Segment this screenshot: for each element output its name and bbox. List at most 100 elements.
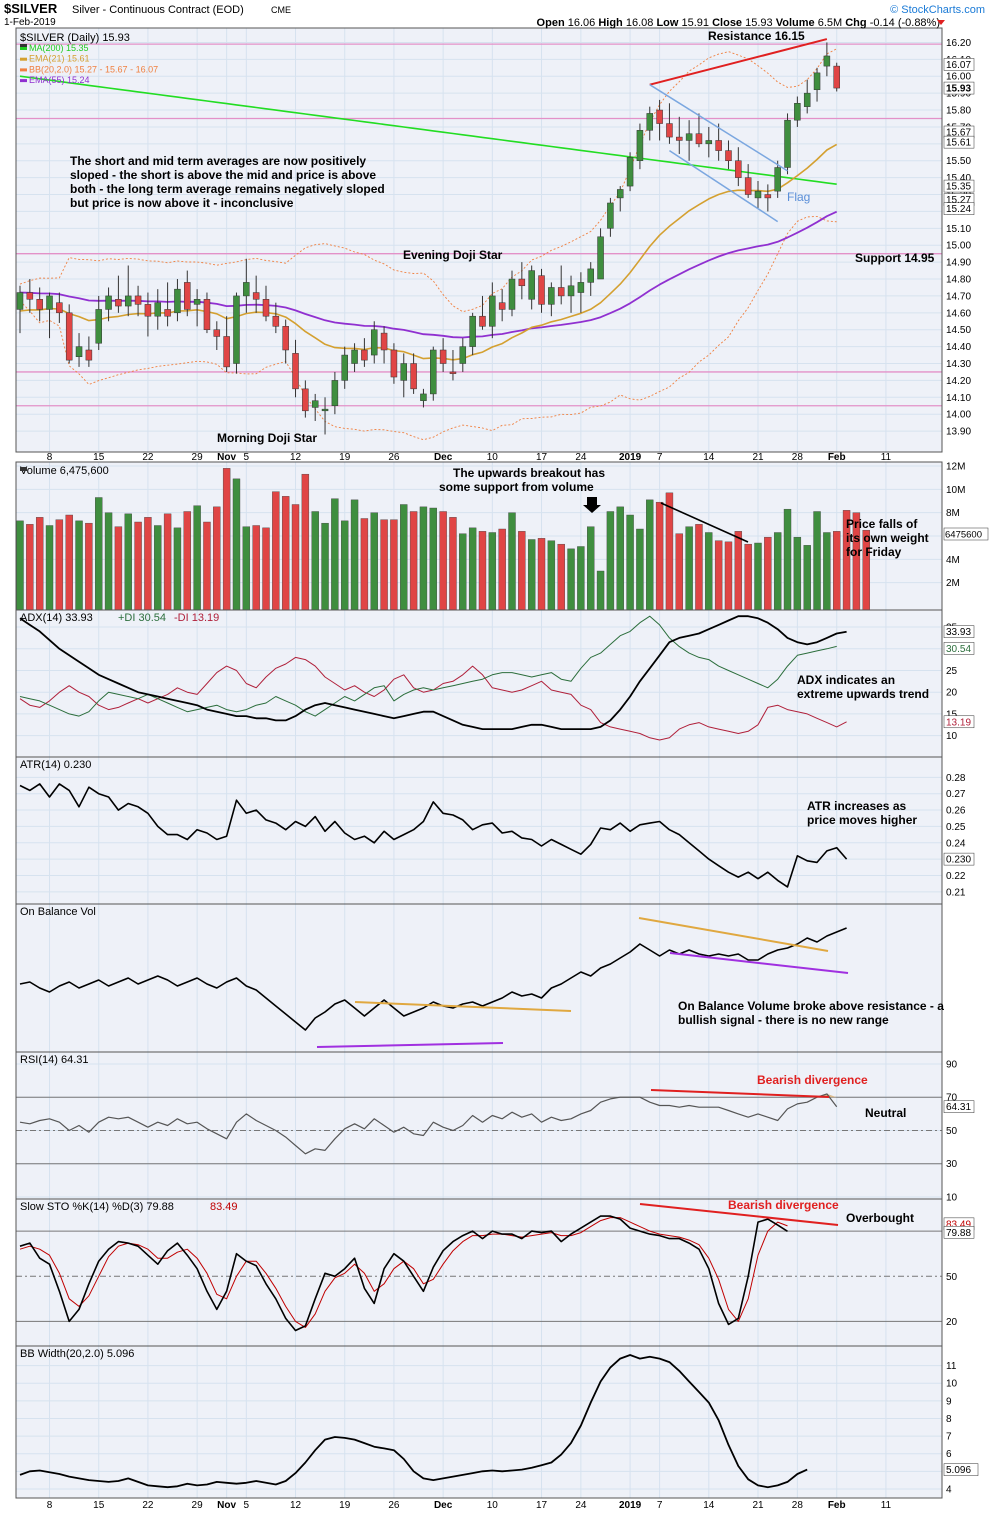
volume-bar	[685, 526, 693, 611]
volume-bar	[508, 512, 516, 611]
volume-label: Volume	[776, 17, 815, 29]
price-value-tag-text: 15.61	[946, 138, 971, 149]
candle-body	[498, 302, 506, 310]
ma-comment-2: sloped - the short is above the mid and …	[70, 168, 376, 182]
panel-bbw-border	[15, 1345, 943, 1499]
candle-body	[154, 302, 162, 317]
x-axis-label: Nov	[217, 452, 236, 463]
price-value-tag	[943, 179, 975, 193]
adx-tick: 20	[946, 688, 958, 699]
candle-body	[774, 167, 781, 192]
volume-bar	[655, 501, 664, 611]
candle-body	[361, 349, 368, 361]
volume-bar	[75, 520, 83, 611]
volume-tick: 2M	[946, 578, 960, 589]
candle-body	[597, 236, 604, 280]
candle-body	[607, 202, 614, 229]
volume-bar	[213, 506, 221, 611]
price-legend-swatch	[20, 47, 27, 50]
volume-bar	[764, 536, 772, 611]
volume-bar	[222, 468, 231, 611]
sto-value-tag-text: 79.88	[946, 1228, 971, 1239]
candle-body	[469, 315, 476, 347]
x-axis-label-bottom: 21	[752, 1500, 764, 1511]
x-axis-label-bottom: 29	[192, 1500, 204, 1511]
candle-body	[616, 189, 624, 199]
volume-bar	[183, 511, 191, 611]
ema55-line	[19, 210, 838, 339]
candle-body	[636, 130, 644, 161]
chg-value: -0.14 (-0.88%)	[870, 17, 940, 29]
price-tick: 16.20	[946, 38, 971, 49]
volume-legend-title: Volume 6,475,600	[20, 465, 109, 477]
candle-body	[56, 302, 63, 314]
volume-bar	[95, 497, 103, 611]
candle-body	[223, 336, 230, 368]
candle-body	[292, 353, 299, 390]
obv-resistance-line	[354, 1001, 572, 1012]
candle-body	[754, 190, 762, 199]
volume-bar	[193, 505, 201, 611]
x-axis-label: 11	[881, 452, 892, 463]
candle-body	[302, 388, 309, 412]
adx-line	[19, 615, 847, 730]
volume-bar	[390, 519, 398, 611]
chart-exchange: CME	[271, 5, 291, 15]
adx-legend-title: ADX(14) 33.93	[20, 612, 93, 624]
adx-value-tag-text: 13.19	[946, 717, 971, 728]
candle-body	[410, 363, 417, 390]
volume-bar	[468, 527, 477, 611]
panel-bbw-background	[16, 1346, 942, 1498]
volume-bar	[498, 528, 506, 611]
volume-bar	[606, 511, 615, 611]
x-axis-label: 28	[792, 452, 804, 463]
candle-body	[587, 268, 594, 283]
candle-body	[85, 349, 93, 361]
volume-bar	[714, 540, 723, 611]
volume-bar	[281, 496, 290, 611]
candle-body	[508, 278, 516, 310]
volume-bar	[773, 532, 782, 611]
volume-comment-3: for Friday	[846, 545, 902, 559]
rsi-legend-title: RSI(14) 64.31	[20, 1054, 88, 1066]
x-axis-label: 17	[536, 452, 548, 463]
obv-support-line	[316, 1042, 504, 1048]
chart-instrument-name: Silver - Continuous Contract (EOD)	[72, 4, 244, 16]
price-value-tag	[943, 58, 975, 71]
ma-comment-3: both - the long term average remains neg…	[70, 182, 385, 196]
atr-tick: 0.25	[946, 822, 966, 833]
candle-body	[380, 332, 388, 351]
candle-body	[725, 150, 732, 161]
volume-bar	[626, 514, 634, 611]
rsi-value-tag	[943, 1100, 975, 1113]
volume-breakout-1: The upwards breakout has	[453, 466, 605, 480]
price-tick: 13.90	[946, 427, 971, 438]
volume-bar	[783, 508, 792, 611]
bbw-tick: 8	[946, 1414, 952, 1425]
close-value: 15.93	[745, 17, 773, 29]
price-tick: 14.80	[946, 275, 971, 286]
obv-resistance-line-2	[638, 917, 829, 952]
volume-bar	[833, 531, 841, 611]
candle-body	[233, 295, 240, 364]
quote-line: Open 16.06 High 16.08 Low 15.91 Close 15…	[537, 17, 940, 29]
price-tick: 14.70	[946, 291, 971, 302]
bbw-tick: 11	[946, 1361, 957, 1372]
volume-bar	[803, 545, 811, 611]
candle-body	[459, 346, 467, 364]
atr-value-tag	[943, 852, 975, 866]
rsi-tick: 50	[946, 1126, 958, 1137]
x-axis-label-bottom: 12	[290, 1500, 302, 1511]
volume-bar	[675, 533, 683, 611]
candle-body	[213, 329, 221, 337]
candle-body	[430, 349, 437, 395]
panel-adx-background	[16, 610, 942, 757]
panel-price-border	[15, 27, 943, 453]
volume-bar	[272, 491, 280, 611]
volume-bar	[341, 520, 349, 611]
candle-body	[174, 288, 181, 314]
adx-value-tag	[943, 642, 975, 655]
x-axis-label: 29	[192, 452, 204, 463]
volume-bar	[695, 524, 703, 611]
volume-bar	[252, 525, 260, 611]
